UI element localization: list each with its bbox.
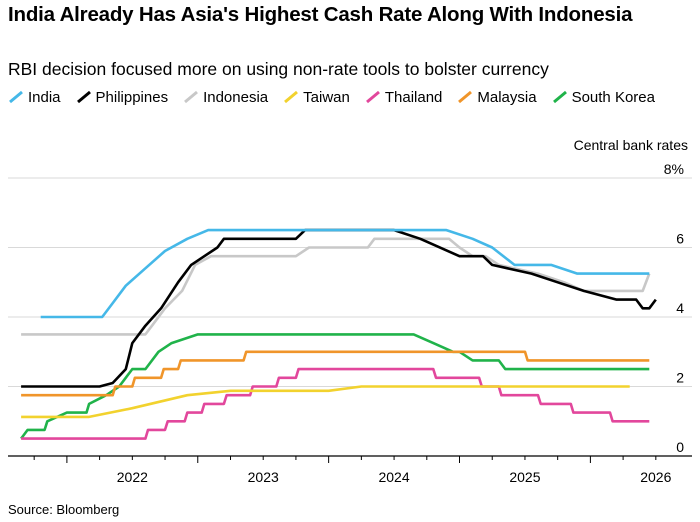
x-tick-label: 2022 [117,469,148,485]
legend-item-south-korea: South Korea [552,88,655,108]
legend-label: Thailand [384,89,443,106]
legend-item-taiwan: Taiwan [283,88,350,108]
legend-swatch-malaysia [458,90,473,104]
y-tick-label: 0 [676,439,684,455]
legend-label: South Korea [571,89,655,106]
x-tick-label: 2026 [640,469,671,485]
legend-swatch-indonesia [184,90,199,104]
legend-swatch-india [9,90,23,104]
series-line-indonesia [21,237,651,336]
line-chart: 2022 2023 2024 2025 2026 0 2 4 6 8% [8,161,692,485]
series-line-india [40,228,650,319]
x-tick-label: 2023 [248,469,279,485]
x-axis: 2022 2023 2024 2025 2026 [8,455,692,485]
chart-title: India Already Has Asia's Highest Cash Ra… [8,3,633,26]
legend-label: Taiwan [303,89,350,106]
legend-label: Philippines [95,89,169,106]
gridlines [8,177,692,387]
series-line-thailand [21,367,650,440]
legend-item-india: India [8,88,61,108]
x-tick-label: 2024 [378,469,409,485]
legend-label: Malaysia [477,89,537,106]
series-line-malaysia [21,350,650,397]
legend-swatch-south-korea [552,90,567,104]
y-axis-labels: 0 2 4 6 8% [664,161,684,455]
y-tick-label: 8% [664,161,684,177]
series-lines [20,228,657,440]
y-tick-label: 4 [676,300,684,316]
legend-item-thailand: Thailand [365,88,443,108]
y-tick-label: 6 [676,231,684,247]
x-tick-label: 2025 [509,469,540,485]
legend-item-philippines: Philippines [76,88,169,108]
chart-subtitle: RBI decision focused more on using non-r… [8,59,549,79]
chart-legend: India Philippines Indonesia Taiwan Thailand M… [8,88,688,108]
legend-label: India [28,89,61,106]
legend-item-malaysia: Malaysia [457,88,537,108]
y-axis-unit-label: Central bank rates [573,137,688,153]
legend-item-indonesia: Indonesia [183,88,268,108]
y-tick-label: 2 [676,370,684,386]
legend-swatch-taiwan [284,90,299,104]
series-line-philippines [21,228,657,388]
legend-swatch-thailand [365,90,380,104]
legend-label: Indonesia [203,89,269,106]
source-note: Source: Bloomberg [8,502,120,517]
series-line-taiwan [21,385,630,419]
legend-swatch-philippines [76,90,91,104]
